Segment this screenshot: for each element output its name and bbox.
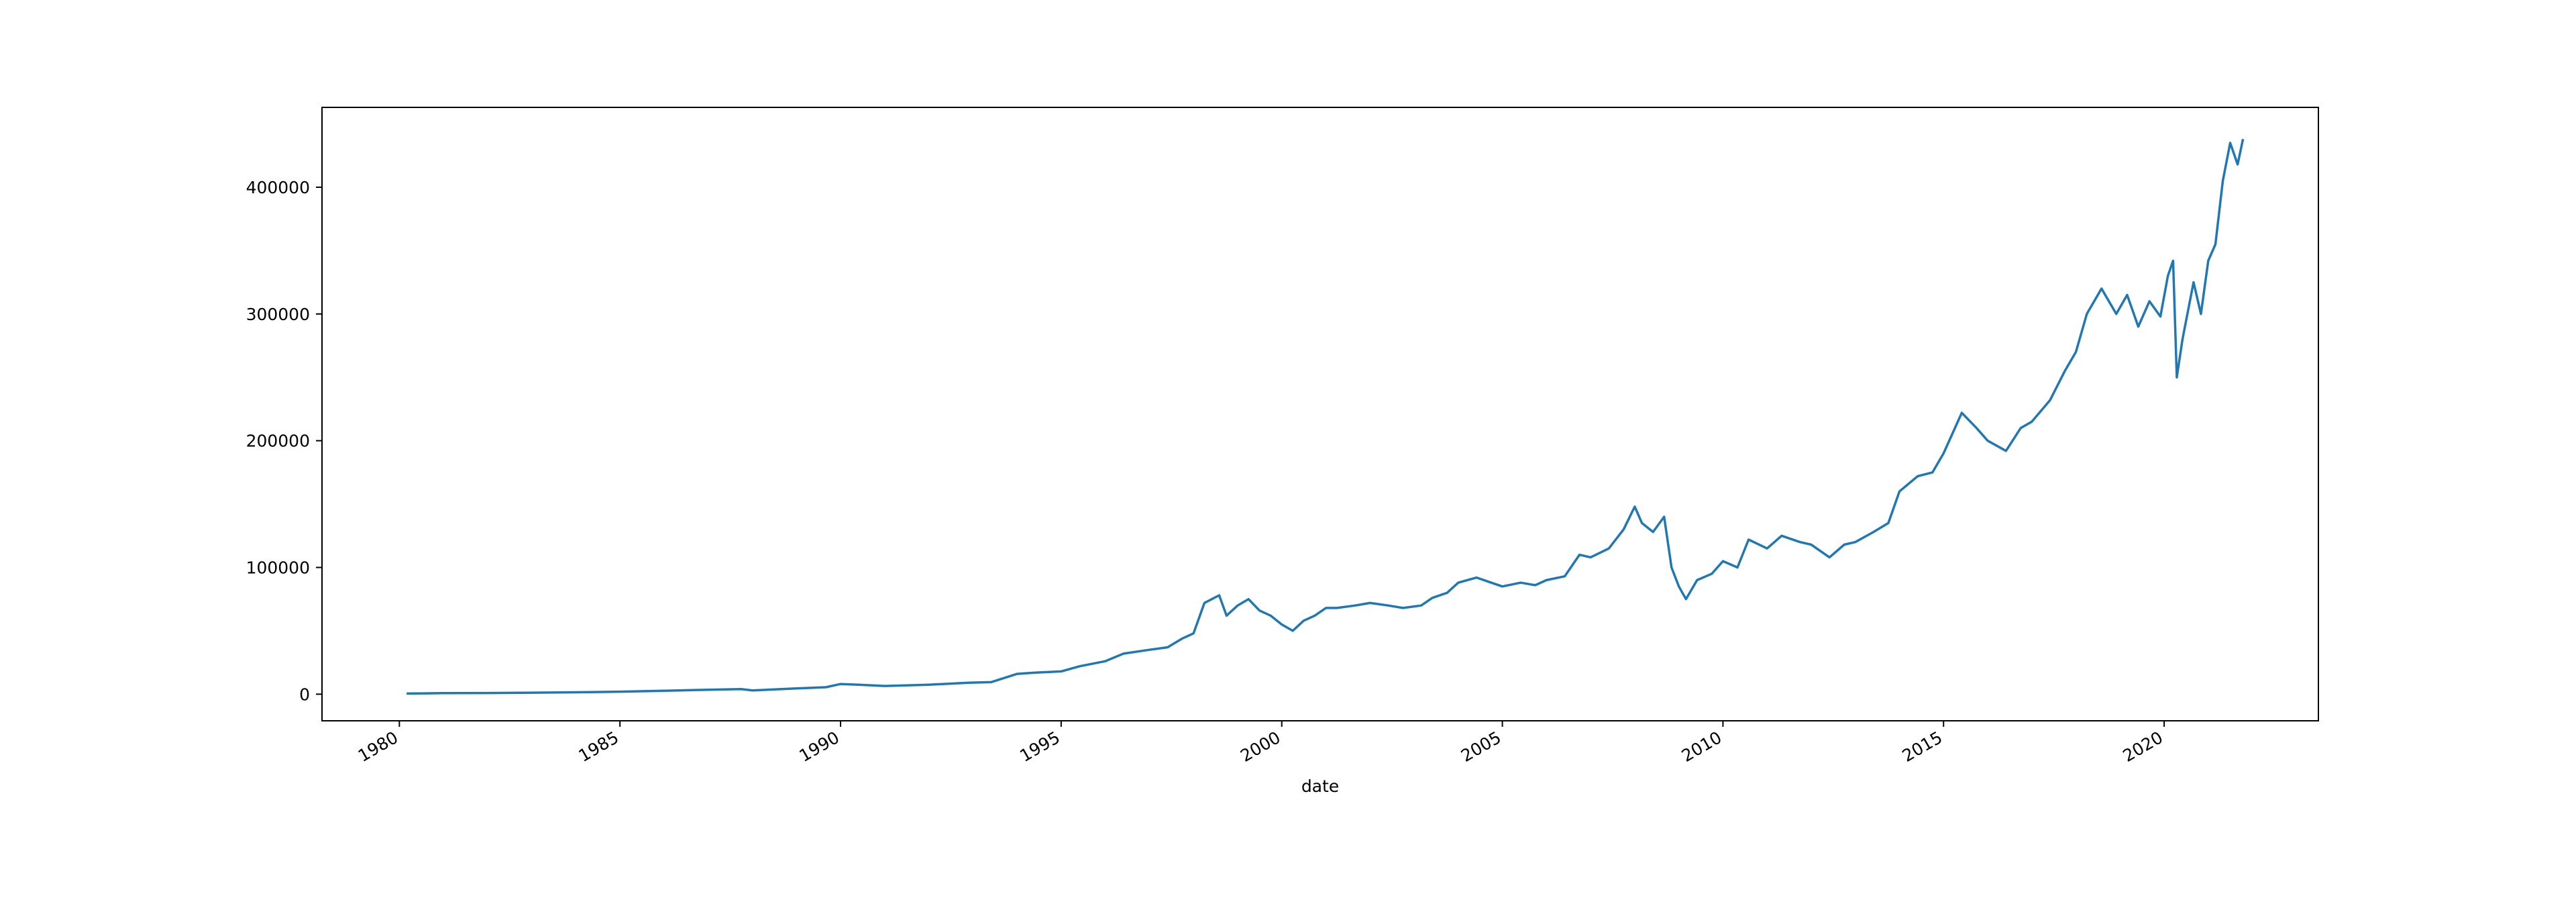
series-line (407, 138, 2245, 695)
y-tick-label: 300000 (246, 305, 310, 324)
y-tick-label: 100000 (246, 558, 310, 578)
y-tick-label: 400000 (246, 178, 310, 197)
y-axis: 0 100000 200000 300000 400000 (246, 178, 322, 704)
y-tick-label: 0 (299, 685, 310, 704)
series-layer (407, 138, 2245, 695)
x-axis-label: date (1301, 776, 1339, 796)
y-tick-label: 200000 (246, 432, 310, 451)
plot-area-frame (321, 107, 2319, 721)
